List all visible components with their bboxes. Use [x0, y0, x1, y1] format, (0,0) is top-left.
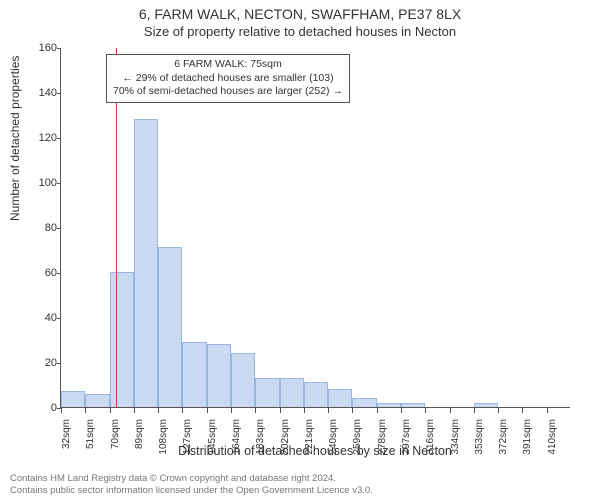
y-tick-label: 0 — [27, 402, 57, 414]
attribution: Contains HM Land Registry data © Crown c… — [10, 473, 590, 496]
y-tick-mark — [57, 48, 61, 49]
y-tick-mark — [57, 273, 61, 274]
x-tick-mark — [304, 407, 305, 413]
bar — [110, 272, 134, 407]
x-tick-mark — [377, 407, 378, 413]
x-tick-mark — [401, 407, 402, 413]
bar — [231, 353, 255, 407]
annotation-box: 6 FARM WALK: 75sqm← 29% of detached hous… — [106, 54, 350, 103]
annotation-line: 6 FARM WALK: 75sqm — [113, 58, 343, 72]
attribution-line: Contains HM Land Registry data © Crown c… — [10, 473, 590, 484]
x-tick-mark — [425, 407, 426, 413]
bar — [85, 394, 109, 408]
x-tick-mark — [85, 407, 86, 413]
annotation-line: 70% of semi-detached houses are larger (… — [113, 85, 343, 99]
bar — [207, 344, 231, 407]
bar — [134, 119, 158, 407]
x-tick-mark — [547, 407, 548, 413]
bar — [255, 378, 279, 407]
x-tick-mark — [450, 407, 451, 413]
x-tick-mark — [61, 407, 62, 413]
y-tick-label: 80 — [27, 222, 57, 234]
bar — [401, 403, 425, 408]
y-tick-label: 20 — [27, 357, 57, 369]
y-tick-label: 120 — [27, 132, 57, 144]
x-tick-mark — [474, 407, 475, 413]
x-tick-mark — [231, 407, 232, 413]
bar — [474, 403, 498, 408]
figure: 6, FARM WALK, NECTON, SWAFFHAM, PE37 8LX… — [0, 0, 600, 500]
y-tick-mark — [57, 318, 61, 319]
y-tick-label: 100 — [27, 177, 57, 189]
chart-subtitle: Size of property relative to detached ho… — [0, 24, 600, 39]
y-tick-mark — [57, 228, 61, 229]
bar — [61, 391, 85, 407]
x-tick-mark — [328, 407, 329, 413]
bar — [304, 382, 328, 407]
bar — [352, 398, 376, 407]
y-tick-label: 160 — [27, 42, 57, 54]
x-tick-mark — [498, 407, 499, 413]
bar — [328, 389, 352, 407]
x-tick-mark — [158, 407, 159, 413]
bar — [280, 378, 304, 407]
bar — [377, 403, 401, 408]
y-tick-label: 40 — [27, 312, 57, 324]
annotation-line: ← 29% of detached houses are smaller (10… — [113, 72, 343, 86]
y-tick-label: 140 — [27, 87, 57, 99]
x-tick-mark — [182, 407, 183, 413]
x-axis-label: Distribution of detached houses by size … — [60, 444, 570, 458]
x-tick-mark — [134, 407, 135, 413]
y-tick-mark — [57, 93, 61, 94]
x-tick-mark — [522, 407, 523, 413]
chart-title: 6, FARM WALK, NECTON, SWAFFHAM, PE37 8LX — [0, 6, 600, 22]
y-tick-mark — [57, 363, 61, 364]
attribution-line: Contains public sector information licen… — [10, 485, 590, 496]
y-tick-label: 60 — [27, 267, 57, 279]
y-axis-label: Number of detached properties — [8, 56, 22, 221]
x-tick-mark — [352, 407, 353, 413]
bar — [158, 247, 182, 407]
bar — [182, 342, 206, 407]
plot-area: 02040608010012014016032sqm51sqm70sqm89sq… — [60, 48, 570, 408]
x-tick-mark — [280, 407, 281, 413]
x-tick-mark — [255, 407, 256, 413]
y-tick-mark — [57, 138, 61, 139]
y-tick-mark — [57, 183, 61, 184]
x-tick-mark — [110, 407, 111, 413]
x-tick-mark — [207, 407, 208, 413]
